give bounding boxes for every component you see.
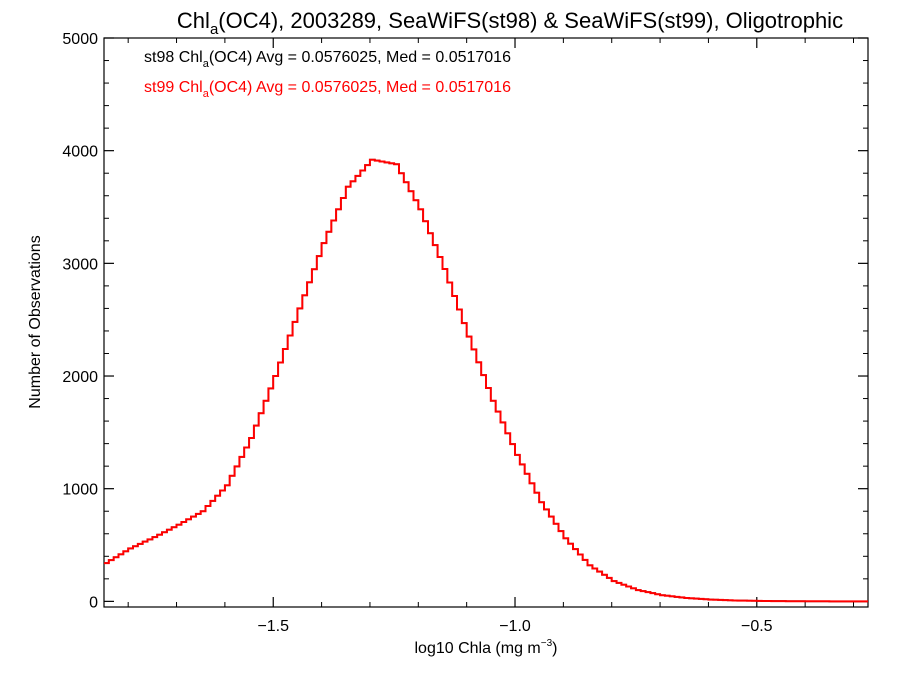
y-tick-label: 3000 bbox=[62, 256, 98, 273]
y-tick-label: 0 bbox=[89, 594, 98, 611]
x-tick-label: −1.5 bbox=[257, 618, 289, 635]
chart-title-part-b: (OC4), 2003289, SeaWiFS(st98) & SeaWiFS(… bbox=[218, 8, 843, 33]
chart-title: Chla(OC4), 2003289, SeaWiFS(st98) & SeaW… bbox=[177, 8, 843, 38]
annotation-st99: st99 Chla(OC4) Avg = 0.0576025, Med = 0.… bbox=[144, 79, 511, 100]
y-tick-label: 5000 bbox=[62, 31, 98, 48]
chart-title-part-a: Chl bbox=[177, 8, 210, 33]
series-line-1 bbox=[104, 158, 868, 603]
y-tick-label: 2000 bbox=[62, 369, 98, 386]
y-tick-label: 4000 bbox=[62, 144, 98, 161]
series-group bbox=[104, 158, 868, 603]
x-axis-ticks: −1.5 −1.0 −0.5 bbox=[127, 38, 854, 635]
plot-frame bbox=[103, 37, 869, 608]
y-axis-ticks: 0 1000 2000 3000 4000 5000 bbox=[62, 31, 868, 611]
annotation-st98: st98 Chla(OC4) Avg = 0.0576025, Med = 0.… bbox=[144, 49, 511, 70]
x-tick-label: −1.0 bbox=[499, 618, 531, 635]
y-axis-label: Number of Observations bbox=[27, 235, 44, 408]
x-axis-label: log10 Chla (mg m−3) bbox=[414, 638, 557, 657]
x-tick-label: −0.5 bbox=[741, 618, 773, 635]
y-tick-label: 1000 bbox=[62, 482, 98, 499]
chart-title-subscript: a bbox=[210, 21, 219, 38]
